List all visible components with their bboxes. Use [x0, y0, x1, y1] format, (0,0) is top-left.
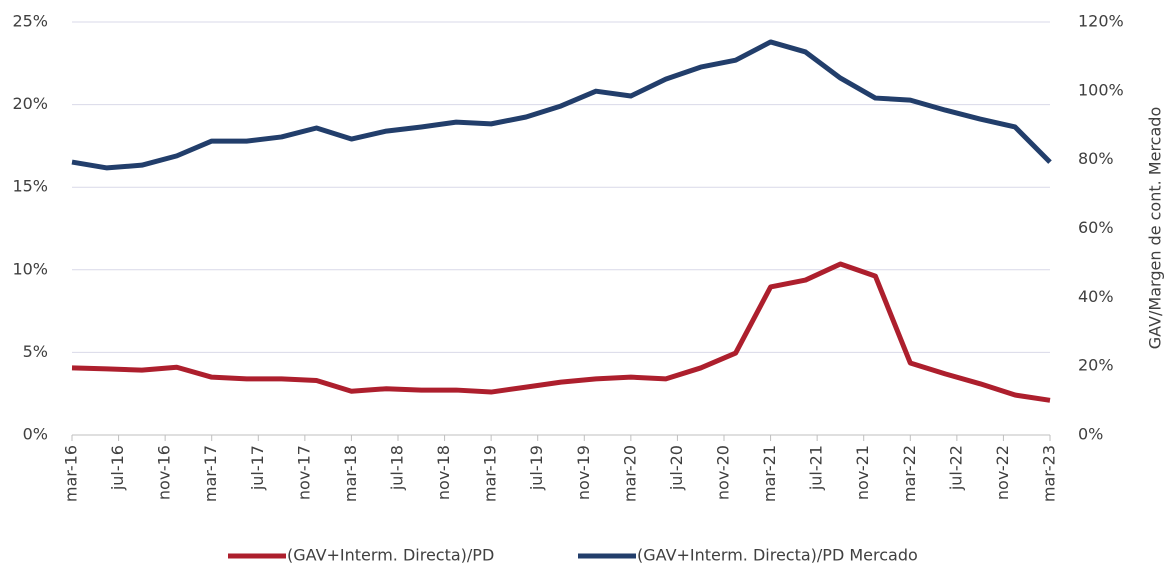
x-tick-label: mar-18 [341, 445, 360, 502]
x-tick-label: jul-17 [248, 445, 267, 491]
x-tick-label: nov-21 [853, 445, 872, 500]
y2-tick-label: 20% [1078, 356, 1114, 375]
x-tick-label: mar-21 [760, 445, 779, 502]
x-tick-label: nov-18 [434, 445, 453, 500]
y-tick-label: 20% [12, 94, 48, 113]
y-tick-label: 25% [12, 12, 48, 31]
y2-tick-label: 80% [1078, 149, 1114, 168]
y-tick-label: 10% [12, 259, 48, 278]
y2-axis-label: GAV/Margen de cont. Mercado [1146, 107, 1165, 349]
x-tick-label: jul-22 [946, 445, 965, 491]
y-tick-label: 5% [23, 342, 48, 361]
line-series [71, 261, 1051, 403]
legend-label: (GAV+Interm. Directa)/PD [287, 546, 494, 565]
x-tick-label: mar-16 [62, 445, 81, 502]
legend-label: (GAV+Interm. Directa)/PD Mercado [637, 546, 918, 565]
x-tick-label: mar-19 [481, 445, 500, 502]
x-tick-label: jul-16 [108, 445, 127, 491]
x-tick-label: mar-22 [900, 445, 919, 502]
x-tick-label: nov-19 [574, 445, 593, 500]
y2-tick-label: 40% [1078, 287, 1114, 306]
y2-tick-label: 100% [1078, 80, 1124, 99]
x-tick-label: mar-17 [201, 445, 220, 502]
y2-tick-label: 120% [1078, 12, 1124, 31]
x-tick-label: nov-17 [294, 445, 313, 500]
y-tick-label: 0% [23, 425, 48, 444]
x-tick-label: nov-22 [993, 445, 1012, 500]
x-tick-label: jul-21 [807, 445, 826, 491]
x-tick-label: mar-23 [1040, 445, 1059, 502]
x-tick-label: nov-16 [155, 445, 174, 500]
x-tick-label: jul-18 [388, 445, 407, 491]
line-series [71, 39, 1052, 171]
x-tick-label: jul-19 [527, 445, 546, 491]
y-tick-label: 15% [12, 177, 48, 196]
x-tick-label: jul-20 [667, 445, 686, 491]
y2-tick-label: 0% [1078, 425, 1103, 444]
x-tick-label: nov-20 [714, 445, 733, 500]
y2-tick-label: 60% [1078, 218, 1114, 237]
x-tick-label: mar-20 [620, 445, 639, 502]
